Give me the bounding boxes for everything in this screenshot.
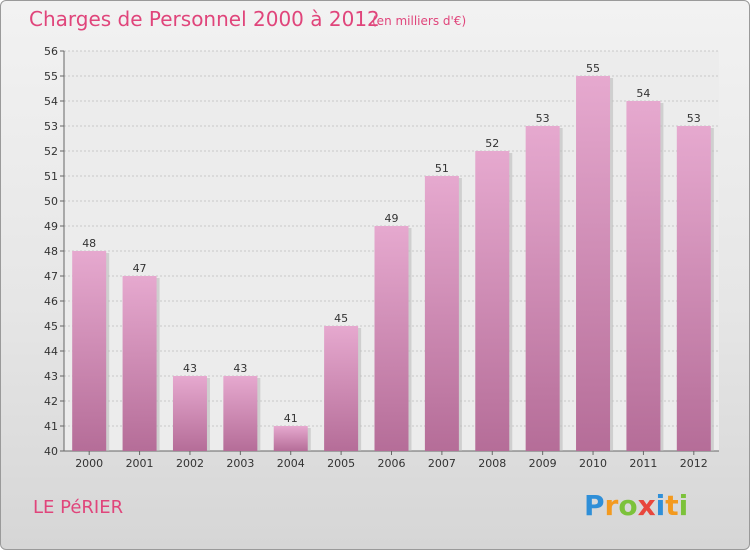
x-tick-label: 2000 — [75, 457, 103, 470]
bar-value-label: 53 — [536, 112, 550, 125]
bar-value-label: 53 — [687, 112, 701, 125]
y-tick-label: 41 — [44, 420, 58, 433]
bar-value-label: 47 — [133, 262, 147, 275]
x-tick-label: 2007 — [428, 457, 456, 470]
bar — [72, 251, 107, 451]
x-tick-label: 2010 — [579, 457, 607, 470]
bar-value-label: 54 — [636, 87, 650, 100]
y-tick-label: 45 — [44, 320, 58, 333]
x-tick-label: 2009 — [529, 457, 557, 470]
logo-letter: P — [584, 489, 605, 522]
x-tick-label: 2012 — [680, 457, 708, 470]
x-tick-label: 2002 — [176, 457, 204, 470]
x-tick-label: 2001 — [126, 457, 154, 470]
logo-letter: x — [637, 489, 656, 522]
y-tick-label: 43 — [44, 370, 58, 383]
bar — [525, 126, 560, 451]
y-tick-label: 50 — [44, 195, 58, 208]
y-tick-label: 44 — [44, 345, 58, 358]
logo-letter: i — [678, 489, 689, 522]
bar — [676, 126, 711, 451]
x-tick-label: 2011 — [629, 457, 657, 470]
bar — [172, 376, 207, 451]
bar-value-label: 43 — [183, 362, 197, 375]
commune-name: LE PéRIER — [33, 497, 124, 518]
proxiti-logo: Proxiti — [584, 489, 688, 522]
bar — [273, 426, 308, 451]
bar — [576, 76, 611, 451]
bar — [374, 226, 409, 451]
bar — [122, 276, 157, 451]
y-tick-label: 52 — [44, 145, 58, 158]
bar — [223, 376, 258, 451]
bar-value-label: 48 — [82, 237, 96, 250]
y-tick-label: 49 — [44, 220, 58, 233]
y-tick-label: 48 — [44, 245, 58, 258]
bar — [626, 101, 661, 451]
bar — [324, 326, 359, 451]
y-tick-label: 47 — [44, 270, 58, 283]
y-tick-label: 40 — [44, 445, 58, 458]
logo-letter: t — [665, 489, 679, 522]
x-tick-label: 2004 — [277, 457, 305, 470]
x-tick-label: 2008 — [478, 457, 506, 470]
logo-letter: o — [618, 489, 638, 522]
x-tick-label: 2006 — [378, 457, 406, 470]
chart-subtitle: (en milliers d'€) — [372, 14, 467, 28]
y-tick-label: 46 — [44, 295, 58, 308]
bar — [424, 176, 459, 451]
y-tick-label: 55 — [44, 70, 58, 83]
bar — [475, 151, 510, 451]
bar-value-label: 55 — [586, 62, 600, 75]
logo-letter: r — [604, 489, 619, 522]
bar-value-label: 41 — [284, 412, 298, 425]
chart-title: Charges de Personnel 2000 à 2012 — [29, 7, 380, 31]
bar-value-label: 51 — [435, 162, 449, 175]
logo-letter: i — [655, 489, 666, 522]
y-tick-label: 56 — [44, 45, 58, 58]
bar-value-label: 52 — [485, 137, 499, 150]
x-tick-label: 2003 — [226, 457, 254, 470]
y-tick-label: 51 — [44, 170, 58, 183]
y-tick-label: 54 — [44, 95, 58, 108]
bar-value-label: 49 — [385, 212, 399, 225]
bar-value-label: 45 — [334, 312, 348, 325]
y-tick-label: 42 — [44, 395, 58, 408]
x-tick-label: 2005 — [327, 457, 355, 470]
y-tick-label: 53 — [44, 120, 58, 133]
bar-value-label: 43 — [233, 362, 247, 375]
